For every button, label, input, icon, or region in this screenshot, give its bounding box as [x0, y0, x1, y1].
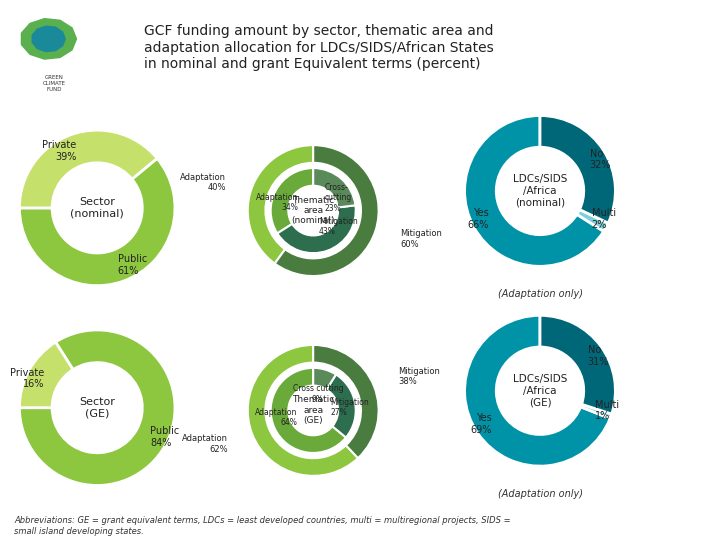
Text: Mitigation
38%: Mitigation 38%	[398, 367, 440, 386]
Wedge shape	[464, 116, 603, 266]
Text: Cross-
cutting
23%: Cross- cutting 23%	[325, 183, 351, 213]
Wedge shape	[271, 168, 313, 233]
Text: LDCs/SIDS
/Africa
(GE): LDCs/SIDS /Africa (GE)	[513, 374, 567, 407]
Wedge shape	[313, 345, 379, 458]
Wedge shape	[19, 130, 157, 208]
Text: Sector
(nominal): Sector (nominal)	[71, 197, 124, 219]
Wedge shape	[577, 210, 608, 231]
Text: Mitigation
60%: Mitigation 60%	[400, 229, 442, 248]
Text: Yes
66%: Yes 66%	[467, 208, 488, 230]
Text: Public
84%: Public 84%	[150, 426, 179, 448]
Wedge shape	[248, 145, 313, 264]
Wedge shape	[275, 145, 379, 276]
Text: GREEN
CLIMATE
FUND: GREEN CLIMATE FUND	[42, 75, 66, 92]
Wedge shape	[271, 368, 346, 453]
Text: Adaptation
62%: Adaptation 62%	[182, 435, 228, 454]
Wedge shape	[540, 315, 616, 414]
Text: (Adaptation only): (Adaptation only)	[498, 289, 582, 299]
Wedge shape	[540, 116, 616, 223]
Text: Cross cutting
9%: Cross cutting 9%	[292, 384, 343, 404]
Text: Multi
1%: Multi 1%	[595, 400, 619, 421]
Text: Adaptation
40%: Adaptation 40%	[180, 173, 226, 192]
Wedge shape	[248, 345, 358, 476]
Wedge shape	[327, 374, 356, 437]
Text: Adaptation
64%: Adaptation 64%	[256, 408, 298, 427]
Text: Mitigation
27%: Mitigation 27%	[330, 398, 369, 417]
Text: Thematic
area
(nominal): Thematic area (nominal)	[292, 195, 335, 226]
Text: No
31%: No 31%	[588, 346, 609, 367]
Wedge shape	[277, 205, 356, 253]
Polygon shape	[22, 19, 76, 59]
Wedge shape	[313, 368, 336, 389]
Text: Mitigation
43%: Mitigation 43%	[319, 217, 358, 237]
Wedge shape	[19, 342, 73, 408]
Text: Thematic
area
(GE): Thematic area (GE)	[292, 395, 334, 426]
Wedge shape	[464, 315, 610, 466]
Text: (Adaptation only): (Adaptation only)	[498, 489, 582, 499]
Wedge shape	[19, 158, 175, 286]
Text: Private
39%: Private 39%	[42, 140, 76, 161]
Text: Yes
69%: Yes 69%	[470, 413, 491, 435]
Text: Adaptation
34%: Adaptation 34%	[256, 193, 298, 212]
Text: GCF funding amount by sector, thematic area and
adaptation allocation for LDCs/S: GCF funding amount by sector, thematic a…	[144, 24, 494, 71]
Text: Abbreviations: GE = grant equivalent terms, LDCs = least developed countries, mu: Abbreviations: GE = grant equivalent ter…	[14, 516, 511, 536]
Text: Sector
(GE): Sector (GE)	[79, 397, 115, 418]
Wedge shape	[313, 168, 356, 207]
Text: No
32%: No 32%	[590, 148, 611, 170]
Text: LDCs/SIDS
/Africa
(nominal): LDCs/SIDS /Africa (nominal)	[513, 174, 567, 207]
Polygon shape	[32, 26, 66, 52]
Text: Multi
2%: Multi 2%	[592, 208, 616, 230]
Text: Private
16%: Private 16%	[10, 368, 44, 389]
Text: Public
61%: Public 61%	[118, 254, 147, 276]
Wedge shape	[19, 330, 175, 485]
Wedge shape	[580, 404, 612, 418]
